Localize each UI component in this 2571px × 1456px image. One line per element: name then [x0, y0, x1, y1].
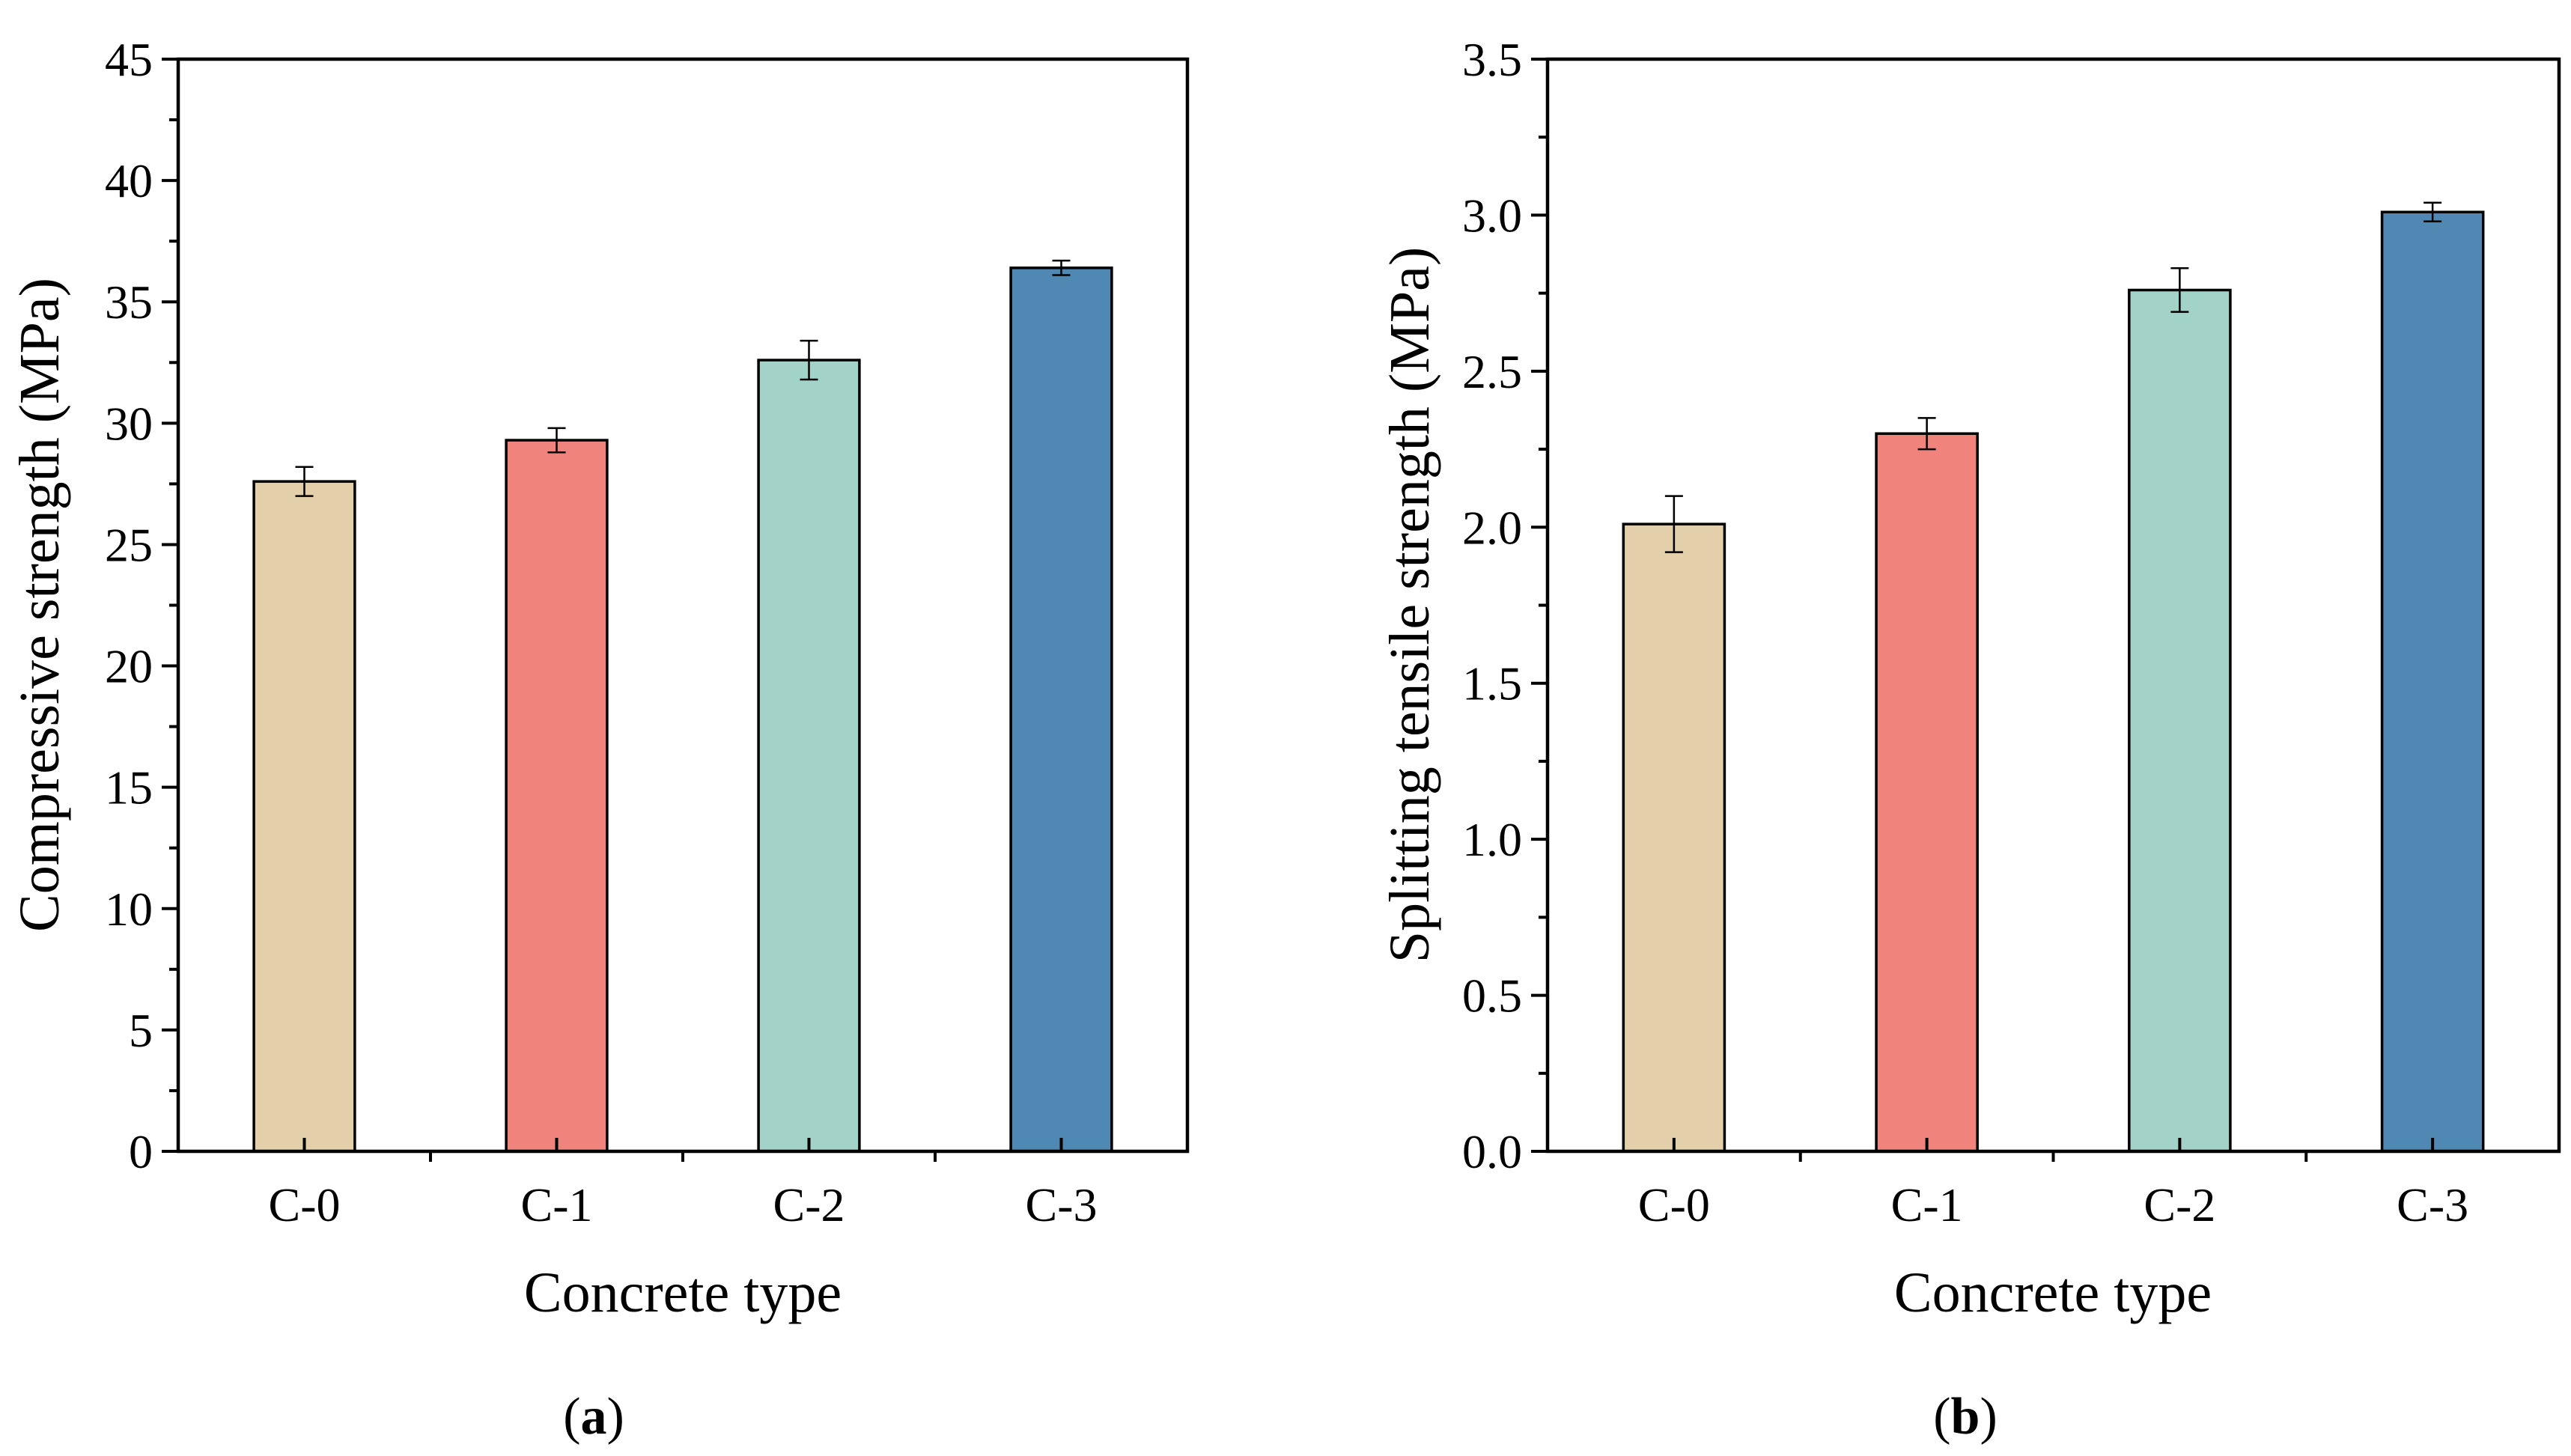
panel-label-letter: a [581, 1388, 607, 1446]
x-axis-label: Concrete type [524, 1261, 842, 1324]
panel-label: (a) [563, 1388, 624, 1446]
x-tick-label: C-2 [773, 1178, 845, 1231]
bar-C-0 [252, 480, 356, 1153]
y-tick-label: 2.5 [1462, 345, 1522, 398]
y-tick-label: 45 [105, 33, 153, 86]
y-tick-label: 2.0 [1462, 501, 1522, 554]
x-tick-label: C-3 [2397, 1178, 2468, 1231]
y-tick-label: 35 [105, 275, 153, 329]
panel-label: (b) [1933, 1388, 1998, 1446]
x-axis-label: Concrete type [1894, 1261, 2212, 1324]
x-tick-label: C-0 [269, 1178, 341, 1231]
y-tick-label: 3.0 [1462, 189, 1522, 242]
panel-label-open-paren: ( [563, 1388, 580, 1446]
y-tick-label: 1.5 [1462, 657, 1522, 710]
plot-frame [1545, 57, 2561, 1154]
y-tick-label: 0.5 [1462, 969, 1522, 1023]
bar-C-3 [1009, 266, 1113, 1153]
bar-C-2 [757, 359, 861, 1153]
panel-label-open-paren: ( [1933, 1388, 1950, 1446]
y-tick-label: 30 [105, 397, 153, 450]
bar-C-3 [2380, 210, 2485, 1153]
panel-label-close-paren: ) [1980, 1388, 1997, 1446]
y-tick-label: 40 [105, 154, 153, 207]
y-tick-label: 5 [129, 1004, 153, 1057]
y-tick-label: 3.5 [1462, 33, 1522, 86]
x-tick-label: C-0 [1638, 1178, 1710, 1231]
panel-label-letter: b [1951, 1388, 1980, 1446]
y-tick-label: 0.0 [1462, 1125, 1522, 1178]
y-axis-label: Splitting tensile strength (MPa) [1378, 247, 1441, 963]
x-tick-label: C-2 [2143, 1178, 2215, 1231]
panel-label-close-paren: ) [607, 1388, 624, 1446]
y-tick-label: 25 [105, 518, 153, 571]
x-tick-label: C-1 [1891, 1178, 1963, 1231]
chart-panel-a: Compressive strength (MPa) Concrete type… [8, 33, 1190, 1446]
x-tick-label: C-3 [1026, 1178, 1098, 1231]
bar-C-2 [2128, 288, 2232, 1153]
y-tick-label: 10 [105, 883, 153, 936]
y-tick-label: 20 [105, 640, 153, 693]
chart-panel-b: Splitting tensile strength (MPa) Concret… [1378, 33, 2561, 1446]
y-tick-label: 15 [105, 761, 153, 814]
bar-C-1 [505, 439, 609, 1153]
y-tick-label: 1.0 [1462, 813, 1522, 866]
y-tick-label: 0 [129, 1125, 153, 1178]
bar-C-0 [1622, 523, 1726, 1153]
y-axis-label: Compressive strength (MPa) [8, 278, 71, 932]
plot-frame [176, 57, 1190, 1154]
bar-C-1 [1875, 432, 1979, 1153]
x-tick-label: C-1 [521, 1178, 593, 1231]
